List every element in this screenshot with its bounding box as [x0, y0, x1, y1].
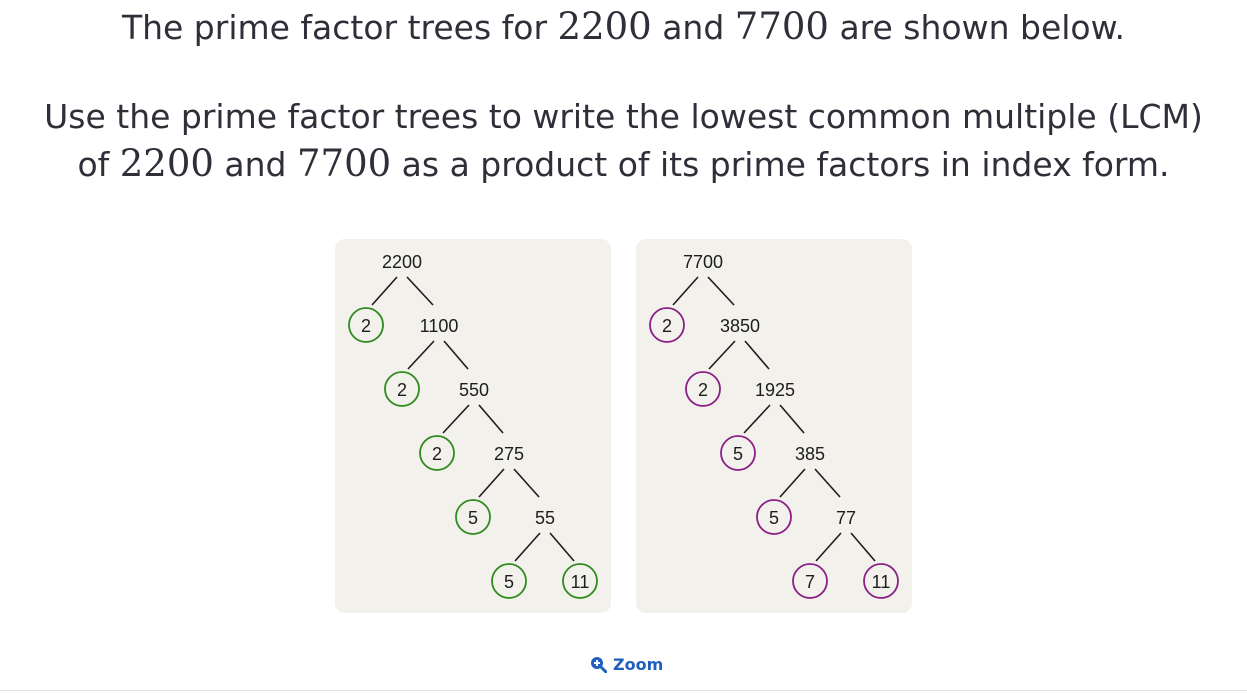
factor-tree-7700-panel: 7700 2 3850 2 1925 5 385 5 77 7 11: [636, 239, 912, 613]
composite-node: 7700: [683, 252, 723, 272]
divider: [0, 690, 1247, 691]
node-label: 2200: [382, 252, 422, 272]
tree-branch: [406, 276, 434, 306]
node-label: 55: [535, 508, 555, 528]
node-label: 5: [733, 444, 743, 464]
tree-branch: [743, 404, 771, 434]
prime-factor-node: 7: [792, 563, 828, 599]
tree-branch: [707, 276, 735, 306]
factor-tree-2200-panel: 2200 2 1100 2 550 2 275 5 55 5 11: [335, 239, 611, 613]
node-label: 77: [836, 508, 856, 528]
prime-circle: [562, 563, 598, 599]
node-label: 275: [494, 444, 524, 464]
prime-factor-node: 5: [455, 499, 491, 535]
composite-node: 2200: [382, 252, 422, 272]
prime-circle: [649, 307, 685, 343]
zoom-label: Zoom: [613, 654, 664, 674]
prime-circle: [863, 563, 899, 599]
question-text: are shown below.: [828, 8, 1126, 47]
prime-circle: [455, 499, 491, 535]
question-text: and: [213, 145, 297, 184]
prime-circle: [685, 371, 721, 407]
composite-node: 1925: [755, 380, 795, 400]
question-text: as a product of its prime factors in ind…: [391, 145, 1170, 184]
tree-branch: [478, 404, 504, 434]
prime-circle: [491, 563, 527, 599]
prime-circle: [720, 435, 756, 471]
composite-node: 55: [535, 508, 555, 528]
tree-branch: [779, 404, 805, 434]
node-label: 385: [795, 444, 825, 464]
node-label: 11: [872, 572, 891, 592]
node-label: 2: [361, 316, 371, 336]
prime-circle: [384, 371, 420, 407]
prime-circle: [419, 435, 455, 471]
tree-branch: [708, 340, 736, 370]
zoom-in-icon: [591, 656, 607, 673]
prime-circle: [756, 499, 792, 535]
math-number: 2200: [557, 5, 652, 48]
question-line-1: The prime factor trees for 2200 and 7700…: [0, 4, 1247, 51]
tree-branch: [407, 340, 435, 370]
tree-branch: [549, 532, 575, 562]
node-label: 5: [769, 508, 779, 528]
tree-branch: [814, 468, 841, 498]
node-label: 11: [571, 572, 590, 592]
node-label: 550: [459, 380, 489, 400]
prime-factor-node: 11: [863, 563, 899, 599]
node-label: 1925: [755, 380, 795, 400]
tree-branch: [478, 468, 505, 498]
composite-node: 550: [459, 380, 489, 400]
tree-branch: [514, 532, 541, 562]
node-label: 7700: [683, 252, 723, 272]
node-label: 2: [397, 380, 407, 400]
question-line-2: Use the prime factor trees to write the …: [44, 97, 1203, 136]
prime-factor-node: 5: [491, 563, 527, 599]
prime-factor-node: 5: [720, 435, 756, 471]
prime-factor-node: 2: [685, 371, 721, 407]
math-number: 2200: [119, 142, 214, 185]
node-label: 7: [805, 572, 815, 592]
prime-factor-node: 2: [649, 307, 685, 343]
node-label: 1100: [420, 316, 459, 336]
tree-branch: [850, 532, 876, 562]
prime-factor-node: 2: [384, 371, 420, 407]
question-line-3: of 2200 and 7700 as a product of its pri…: [0, 141, 1247, 188]
node-label: 3850: [720, 316, 760, 336]
node-label: 2: [662, 316, 672, 336]
prime-circle: [348, 307, 384, 343]
math-number: 7700: [297, 142, 392, 185]
tree-branch: [513, 468, 540, 498]
prime-factor-node: 11: [562, 563, 598, 599]
zoom-button[interactable]: Zoom: [590, 652, 663, 676]
prime-factor-node: 2: [419, 435, 455, 471]
composite-node: 1100: [420, 316, 459, 336]
tree-branch: [443, 340, 469, 370]
prime-circle: [792, 563, 828, 599]
node-label: 5: [468, 508, 478, 528]
node-label: 2: [432, 444, 442, 464]
prime-factor-node: 5: [756, 499, 792, 535]
node-label: 5: [504, 572, 514, 592]
composite-node: 3850: [720, 316, 760, 336]
tree-branch: [779, 468, 806, 498]
tree-branch: [744, 340, 770, 370]
question-text: and: [651, 8, 735, 47]
prime-factor-node: 2: [348, 307, 384, 343]
tree-branch: [371, 276, 398, 306]
question-text: of: [77, 145, 120, 184]
tree-branch: [672, 276, 699, 306]
tree-branch: [815, 532, 842, 562]
node-label: 2: [698, 380, 708, 400]
question-text: The prime factor trees for: [121, 8, 558, 47]
tree-branch: [442, 404, 470, 434]
math-number: 7700: [734, 5, 829, 48]
composite-node: 385: [795, 444, 825, 464]
composite-node: 77: [836, 508, 856, 528]
composite-node: 275: [494, 444, 524, 464]
